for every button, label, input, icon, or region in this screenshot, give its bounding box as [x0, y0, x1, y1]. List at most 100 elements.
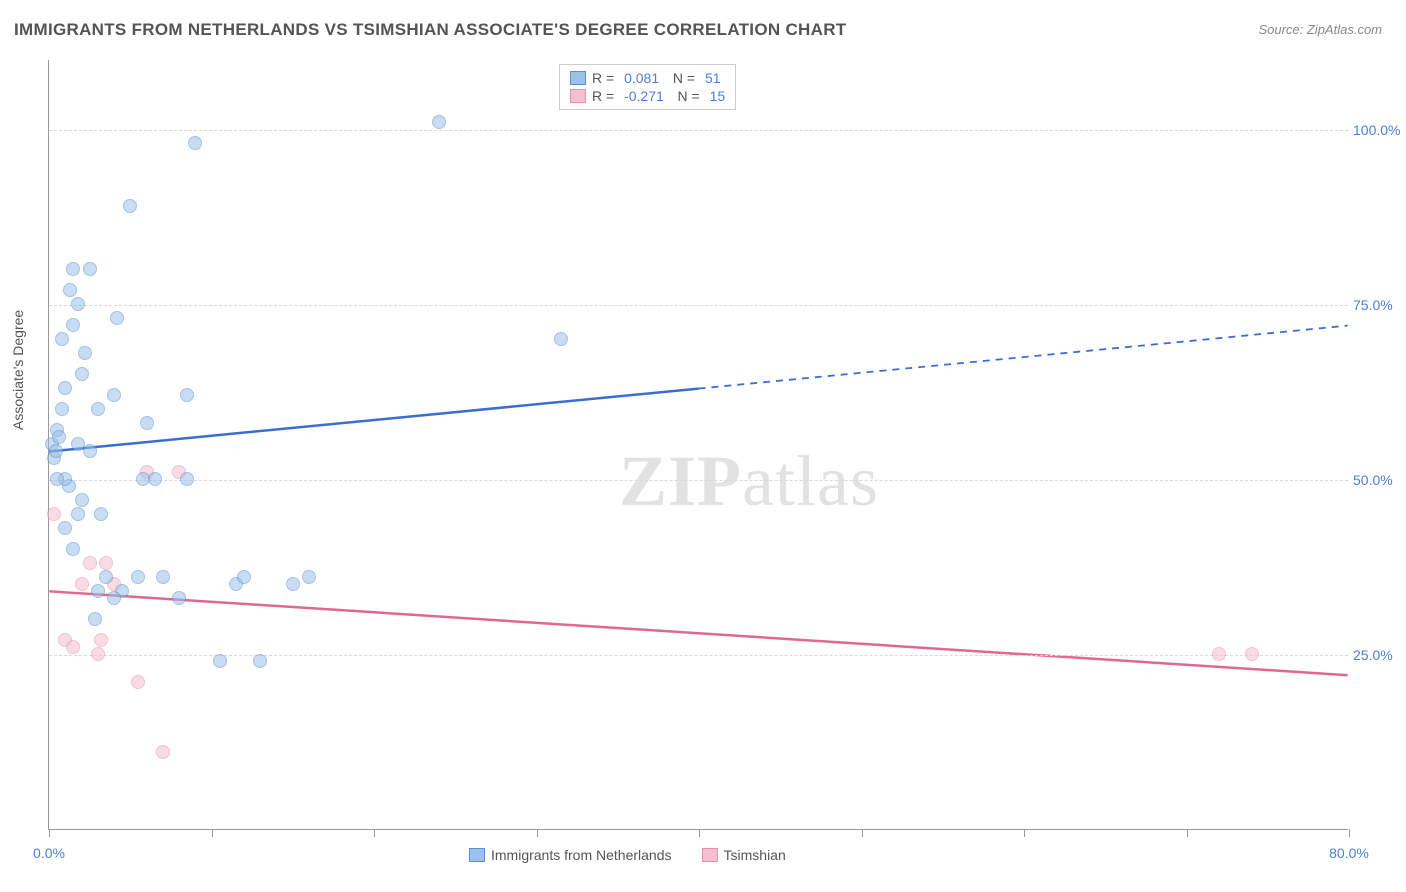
data-point-netherlands: [172, 591, 186, 605]
data-point-netherlands: [71, 297, 85, 311]
x-tick: [1349, 829, 1350, 837]
y-tick-label: 50.0%: [1353, 472, 1406, 488]
watermark-zip: ZIP: [619, 441, 742, 521]
r-label: R =: [592, 70, 618, 86]
x-tick: [1024, 829, 1025, 837]
x-tick: [537, 829, 538, 837]
x-tick-label: 80.0%: [1329, 845, 1369, 861]
data-point-netherlands: [110, 311, 124, 325]
n-label: N =: [670, 88, 704, 104]
data-point-netherlands: [83, 444, 97, 458]
x-tick: [699, 829, 700, 837]
data-point-netherlands: [55, 402, 69, 416]
trend-line-solid: [49, 591, 1347, 675]
data-point-netherlands: [91, 402, 105, 416]
data-point-netherlands: [554, 332, 568, 346]
swatch-netherlands: [570, 71, 586, 85]
data-point-netherlands: [237, 570, 251, 584]
data-point-netherlands: [91, 584, 105, 598]
data-point-netherlands: [180, 388, 194, 402]
grid-line: [49, 480, 1348, 481]
r-value-tsimshian: -0.271: [624, 88, 664, 104]
y-axis-label: Associate's Degree: [10, 310, 26, 430]
data-point-tsimshian: [99, 556, 113, 570]
x-tick: [212, 829, 213, 837]
data-point-tsimshian: [47, 507, 61, 521]
data-point-netherlands: [52, 430, 66, 444]
data-point-netherlands: [75, 367, 89, 381]
data-point-netherlands: [253, 654, 267, 668]
x-tick: [49, 829, 50, 837]
data-point-tsimshian: [131, 675, 145, 689]
data-point-netherlands: [136, 472, 150, 486]
series-legend: Immigrants from Netherlands Tsimshian: [469, 847, 786, 863]
data-point-tsimshian: [91, 647, 105, 661]
data-point-netherlands: [83, 262, 97, 276]
x-tick: [862, 829, 863, 837]
data-point-tsimshian: [75, 577, 89, 591]
data-point-netherlands: [107, 591, 121, 605]
data-point-netherlands: [213, 654, 227, 668]
data-point-tsimshian: [94, 633, 108, 647]
data-point-netherlands: [302, 570, 316, 584]
data-point-netherlands: [180, 472, 194, 486]
data-point-netherlands: [94, 507, 108, 521]
data-point-tsimshian: [66, 640, 80, 654]
chart-title: IMMIGRANTS FROM NETHERLANDS VS TSIMSHIAN…: [14, 20, 846, 40]
data-point-tsimshian: [1245, 647, 1259, 661]
legend-row-netherlands: R = 0.081 N = 51: [570, 69, 725, 87]
y-tick-label: 100.0%: [1353, 122, 1406, 138]
data-point-netherlands: [55, 332, 69, 346]
data-point-netherlands: [49, 444, 63, 458]
legend-item-netherlands: Immigrants from Netherlands: [469, 847, 672, 863]
y-tick-label: 25.0%: [1353, 647, 1406, 663]
data-point-netherlands: [66, 318, 80, 332]
grid-line: [49, 655, 1348, 656]
correlation-legend: R = 0.081 N = 51 R = -0.271 N = 15: [559, 64, 736, 110]
grid-line: [49, 130, 1348, 131]
data-point-netherlands: [71, 507, 85, 521]
x-tick: [1187, 829, 1188, 837]
x-tick-label: 0.0%: [33, 845, 65, 861]
trend-line-dashed: [699, 326, 1348, 389]
data-point-netherlands: [63, 283, 77, 297]
n-value-tsimshian: 15: [710, 88, 726, 104]
data-point-tsimshian: [156, 745, 170, 759]
n-label: N =: [665, 70, 699, 86]
data-point-tsimshian: [1212, 647, 1226, 661]
data-point-netherlands: [188, 136, 202, 150]
n-value-netherlands: 51: [705, 70, 721, 86]
data-point-tsimshian: [83, 556, 97, 570]
data-point-netherlands: [156, 570, 170, 584]
trend-lines-layer: [49, 60, 1348, 829]
x-tick: [374, 829, 375, 837]
swatch-netherlands: [469, 848, 485, 862]
data-point-netherlands: [107, 388, 121, 402]
data-point-netherlands: [75, 493, 89, 507]
legend-row-tsimshian: R = -0.271 N = 15: [570, 87, 725, 105]
swatch-tsimshian: [702, 848, 718, 862]
data-point-netherlands: [58, 521, 72, 535]
scatter-plot-area: ZIPatlas R = 0.081 N = 51 R = -0.271 N =…: [48, 60, 1348, 830]
data-point-netherlands: [66, 262, 80, 276]
data-point-netherlands: [123, 199, 137, 213]
data-point-netherlands: [78, 346, 92, 360]
r-label: R =: [592, 88, 618, 104]
data-point-netherlands: [58, 381, 72, 395]
y-tick-label: 75.0%: [1353, 297, 1406, 313]
data-point-netherlands: [50, 472, 64, 486]
swatch-tsimshian: [570, 89, 586, 103]
legend-label-netherlands: Immigrants from Netherlands: [491, 847, 672, 863]
data-point-netherlands: [66, 542, 80, 556]
watermark-atlas: atlas: [742, 441, 879, 521]
watermark-text: ZIPatlas: [619, 440, 879, 523]
grid-line: [49, 305, 1348, 306]
data-point-netherlands: [99, 570, 113, 584]
r-value-netherlands: 0.081: [624, 70, 659, 86]
source-attribution: Source: ZipAtlas.com: [1258, 22, 1382, 37]
data-point-netherlands: [140, 416, 154, 430]
legend-label-tsimshian: Tsimshian: [724, 847, 786, 863]
data-point-netherlands: [88, 612, 102, 626]
data-point-netherlands: [432, 115, 446, 129]
legend-item-tsimshian: Tsimshian: [702, 847, 786, 863]
